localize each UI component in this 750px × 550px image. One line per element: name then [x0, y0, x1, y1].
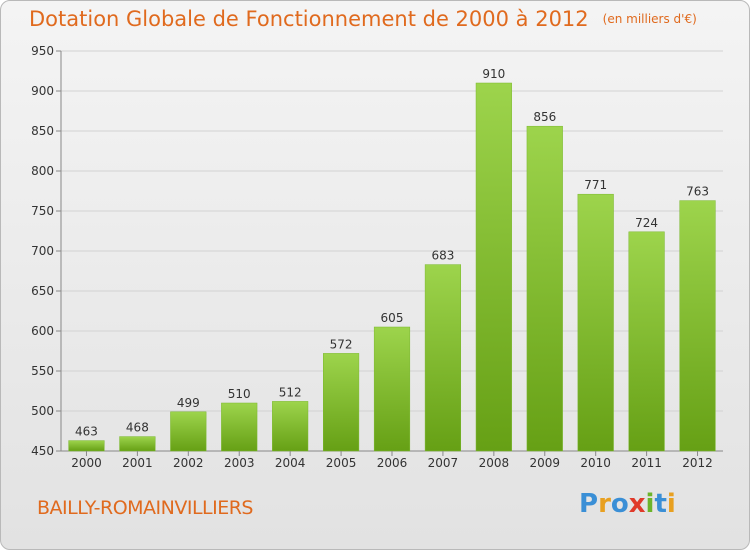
- x-tick-label: 2003: [224, 456, 255, 470]
- bar-value-label: 512: [279, 385, 302, 399]
- bar: [424, 264, 461, 452]
- bar-value-label: 856: [533, 110, 556, 124]
- logo-letter: i: [645, 489, 655, 519]
- x-tick-label: 2002: [173, 456, 204, 470]
- x-tick-label: 2012: [682, 456, 713, 470]
- bar: [679, 200, 716, 452]
- bar: [221, 402, 258, 452]
- y-tick-label: 450: [31, 444, 54, 458]
- bar: [628, 231, 665, 452]
- y-tick-label: 600: [31, 324, 54, 338]
- x-tick-label: 2006: [377, 456, 408, 470]
- town-name: BAILLY-ROMAINVILLIERS: [37, 497, 254, 519]
- logo-letter: o: [610, 489, 629, 519]
- y-tick-label: 900: [31, 84, 54, 98]
- x-tick-label: 2008: [479, 456, 510, 470]
- bar-value-label: 510: [228, 387, 251, 401]
- x-tick-label: 2001: [122, 456, 153, 470]
- bar: [119, 436, 156, 452]
- bar-value-label: 468: [126, 421, 149, 435]
- y-tick-label: 800: [31, 164, 54, 178]
- y-tick-label: 650: [31, 284, 54, 298]
- x-tick-label: 2004: [275, 456, 306, 470]
- chart-title: Dotation Globale de Fonctionnement de 20…: [29, 7, 697, 31]
- bar: [577, 193, 614, 452]
- logo-letter: r: [598, 489, 611, 519]
- bar-value-label: 771: [584, 178, 607, 192]
- bar-value-label: 724: [635, 216, 658, 230]
- bar-value-label: 683: [431, 249, 454, 263]
- bar: [373, 326, 411, 452]
- bar: [323, 353, 360, 452]
- y-tick-label: 700: [31, 244, 54, 258]
- logo-letter: t: [654, 489, 667, 519]
- bar: [68, 440, 105, 452]
- logo-letter: i: [666, 489, 676, 519]
- y-tick-label: 550: [31, 364, 54, 378]
- y-tick-label: 850: [31, 124, 54, 138]
- bar-value-label: 499: [177, 396, 200, 410]
- chart-title-text: Dotation Globale de Fonctionnement de 20…: [29, 7, 589, 31]
- proxiti-logo: Proxiti: [579, 489, 676, 519]
- bar: [272, 401, 309, 452]
- y-tick-label: 500: [31, 404, 54, 418]
- x-tick-label: 2007: [428, 456, 459, 470]
- bar: [170, 411, 207, 452]
- bar-value-label: 763: [686, 185, 709, 199]
- x-tick-label: 2005: [326, 456, 357, 470]
- bar-value-label: 572: [330, 337, 353, 351]
- logo-letter: P: [579, 489, 599, 519]
- y-tick-label: 950: [31, 44, 54, 58]
- bar-value-label: 605: [381, 311, 404, 325]
- x-tick-label: 2000: [71, 456, 102, 470]
- bar: [475, 82, 512, 452]
- logo-letter: x: [628, 489, 646, 519]
- chart-unit: (en milliers d'€): [602, 12, 697, 26]
- x-tick-label: 2010: [580, 456, 611, 470]
- x-tick-label: 2011: [631, 456, 662, 470]
- bar-value-label: 910: [482, 67, 505, 81]
- x-tick-label: 2009: [529, 456, 560, 470]
- bar-value-label: 463: [75, 425, 98, 439]
- y-tick-label: 750: [31, 204, 54, 218]
- bar: [526, 125, 563, 452]
